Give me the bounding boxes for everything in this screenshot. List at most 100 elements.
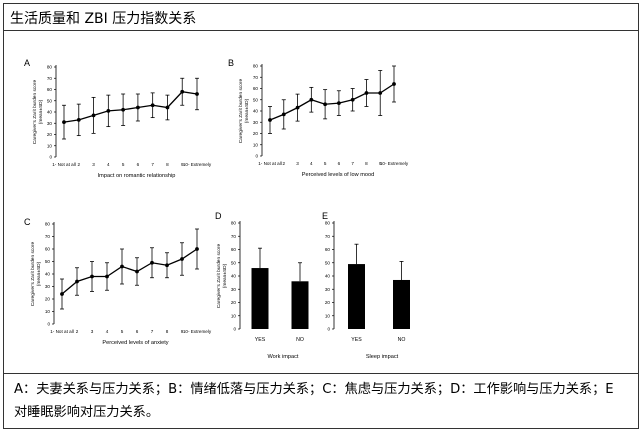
- panel-c-letter: C: [24, 217, 31, 227]
- panel-d-x-label: Work impact: [268, 354, 299, 360]
- panel-c-x-label: Perceived levels of anxiety: [102, 340, 168, 346]
- panel-a-data-point: [165, 105, 170, 110]
- panel-e-y-tick-label: 20: [325, 300, 331, 305]
- panel-d-y-tick-label: 80: [231, 221, 237, 226]
- panel-b-data-point: [281, 112, 286, 117]
- panel-a-data-point: [62, 120, 66, 125]
- panel-b-y-tick-label: 60: [253, 86, 259, 91]
- panel-a-x-tick-label: 9: [181, 162, 184, 167]
- panel-b-x-tick-label: 5: [324, 161, 327, 166]
- panel-d-x-tick-label: NO: [296, 337, 304, 343]
- panel-e-y-tick-label: 60: [325, 247, 331, 252]
- panel-a-data-point: [135, 105, 140, 110]
- panel-e-y-tick-label: 30: [325, 287, 331, 292]
- panel-b-data-point: [323, 102, 328, 107]
- panel-b-x-tick-label: 6: [338, 161, 341, 166]
- panel-d-bar: [291, 281, 309, 329]
- panel-e-letter: E: [322, 211, 328, 221]
- panel-c-x-tick-label: 9: [181, 329, 184, 334]
- panel-e-y-tick-label: 70: [325, 234, 331, 239]
- panel-c-x-tick-label: 4: [106, 329, 109, 334]
- panel-c-x-tick-label: 8: [166, 329, 169, 334]
- panel-a-x-tick-label: 2: [77, 162, 80, 167]
- panel-a-x-label: Impact on romantic relationship: [98, 173, 176, 179]
- panel-b-y-tick-label: 10: [253, 142, 259, 147]
- panel-d-y-tick-label: 10: [231, 313, 237, 318]
- panel-a-letter: A: [24, 58, 30, 68]
- panel-c-x-tick-label: 10- Extremely: [183, 329, 212, 334]
- panel-a-y-tick-label: 50: [47, 98, 53, 103]
- panel-b-y-label-line2: (mean±SD): [244, 98, 250, 123]
- panel-c-y-tick-label: 50: [45, 259, 51, 264]
- panel-c-data-point: [195, 247, 199, 251]
- panel-d-y-tick-label: 30: [231, 287, 237, 292]
- panel-d-y-tick-label: 40: [231, 274, 237, 279]
- panel-b-y-tick-label: 30: [253, 120, 259, 125]
- panel-c-y-label-line2: (mean±SD): [36, 261, 42, 286]
- panel-e-x-tick-label: NO: [398, 337, 406, 343]
- panel-b-series-line: [269, 83, 395, 121]
- panel-b-data-point: [364, 91, 369, 95]
- panel-a-y-label-line1: Caregiver's Zarit burden score: [32, 79, 38, 144]
- panel-c-data-point: [180, 257, 184, 261]
- panel-e-y-tick-label: 80: [325, 221, 331, 226]
- panel-b-data-point: [295, 105, 300, 110]
- panel-b-x-tick-label: 10- Extremely: [380, 161, 409, 166]
- panel-c-data-point: [60, 292, 64, 296]
- panel-b-y-tick-label: 0: [255, 154, 258, 159]
- panel-a-y-tick-label: 80: [47, 65, 53, 70]
- panel-c-x-tick-label: 2: [76, 329, 79, 334]
- panel-c-data-point: [150, 260, 154, 265]
- panel-e-y-tick-label: 10: [325, 313, 331, 318]
- panel-d-y-tick-label: 50: [231, 260, 237, 265]
- panel-e-y-tick-label: 40: [325, 274, 331, 279]
- panel-b-x-tick-label: 2: [282, 161, 285, 166]
- panel-d-y-label-line2: (mean±SD): [222, 263, 228, 288]
- panel-b-data-point: [336, 101, 341, 106]
- panel-a-data-point: [106, 108, 111, 113]
- panel-a-series-line: [63, 91, 198, 123]
- caption-row: A：夫妻关系与压力关系；B：情绪低落与压力关系；C：焦虑与压力关系；D：工作影响…: [4, 374, 638, 430]
- panel-b-data-point: [392, 82, 396, 86]
- figure-caption: A：夫妻关系与压力关系；B：情绪低落与压力关系；C：焦虑与压力关系；D：工作影响…: [14, 382, 614, 420]
- panel-a-x-tick-label: 7: [151, 162, 154, 167]
- panel-a-y-label-line2: (mean±SD): [38, 99, 44, 124]
- panel-c-y-tick-label: 30: [45, 284, 51, 289]
- panel-a-data-point: [76, 117, 81, 122]
- panel-c-x-tick-label: 3: [91, 329, 94, 334]
- panel-c-y-tick-label: 20: [45, 297, 51, 302]
- panel-a-x-tick-label: 6: [137, 162, 140, 167]
- panel-c-y-tick-label: 40: [45, 272, 51, 277]
- panel-c-data-point: [120, 264, 124, 269]
- panel-c-y-tick-label: 10: [45, 309, 51, 314]
- panel-b-x-label: Perceived levels of low mood: [302, 172, 374, 178]
- panel-a-data-point: [150, 103, 155, 108]
- panel-b-y-tick-label: 20: [253, 131, 259, 136]
- title-row: 生活质量和 ZBI 压力指数关系: [4, 4, 638, 31]
- panel-b-x-tick-label: 4: [310, 161, 313, 166]
- panel-b-x-tick-label: 7: [351, 161, 354, 166]
- panel-b-x-tick-label: 1- Not at all: [258, 161, 282, 166]
- panel-b-y-tick-label: 50: [253, 97, 259, 102]
- panel-a-y-tick-label: 70: [47, 76, 53, 81]
- panel-b-data-point: [378, 91, 383, 95]
- panel-c-y-label-line1: Caregiver's Zarit burden score: [30, 241, 36, 306]
- panel-c-data-point: [135, 269, 139, 274]
- panel-a-x-tick-label: 1- Not at all: [52, 162, 76, 167]
- panel-a-y-tick-label: 20: [47, 132, 53, 137]
- panel-a-x-tick-label: 4: [107, 162, 110, 167]
- panel-c-x-tick-label: 7: [151, 329, 154, 334]
- panel-c-x-tick-label: 6: [136, 329, 139, 334]
- panel-a-y-tick-label: 40: [47, 110, 53, 115]
- figure-title: 生活质量和 ZBI 压力指数关系: [10, 11, 197, 27]
- panel-a-x-tick-label: 5: [122, 162, 125, 167]
- figure-table: 生活质量和 ZBI 压力指数关系 A 0 10 20 30 40 50 60 70 80 Careg…: [3, 3, 639, 429]
- panel-b-y-label-line1: Caregiver's Zarit burden score: [238, 78, 244, 143]
- panel-c-y-tick-label: 60: [45, 247, 51, 252]
- panel-a-data-point: [121, 107, 126, 112]
- panel-e-y-tick-label: 0: [327, 327, 330, 332]
- panel-c-data-point: [165, 263, 169, 268]
- panel-b-data-point: [350, 97, 355, 102]
- panel-c-x-tick-label: 5: [121, 329, 124, 334]
- panel-a-y-tick-label: 10: [47, 143, 53, 148]
